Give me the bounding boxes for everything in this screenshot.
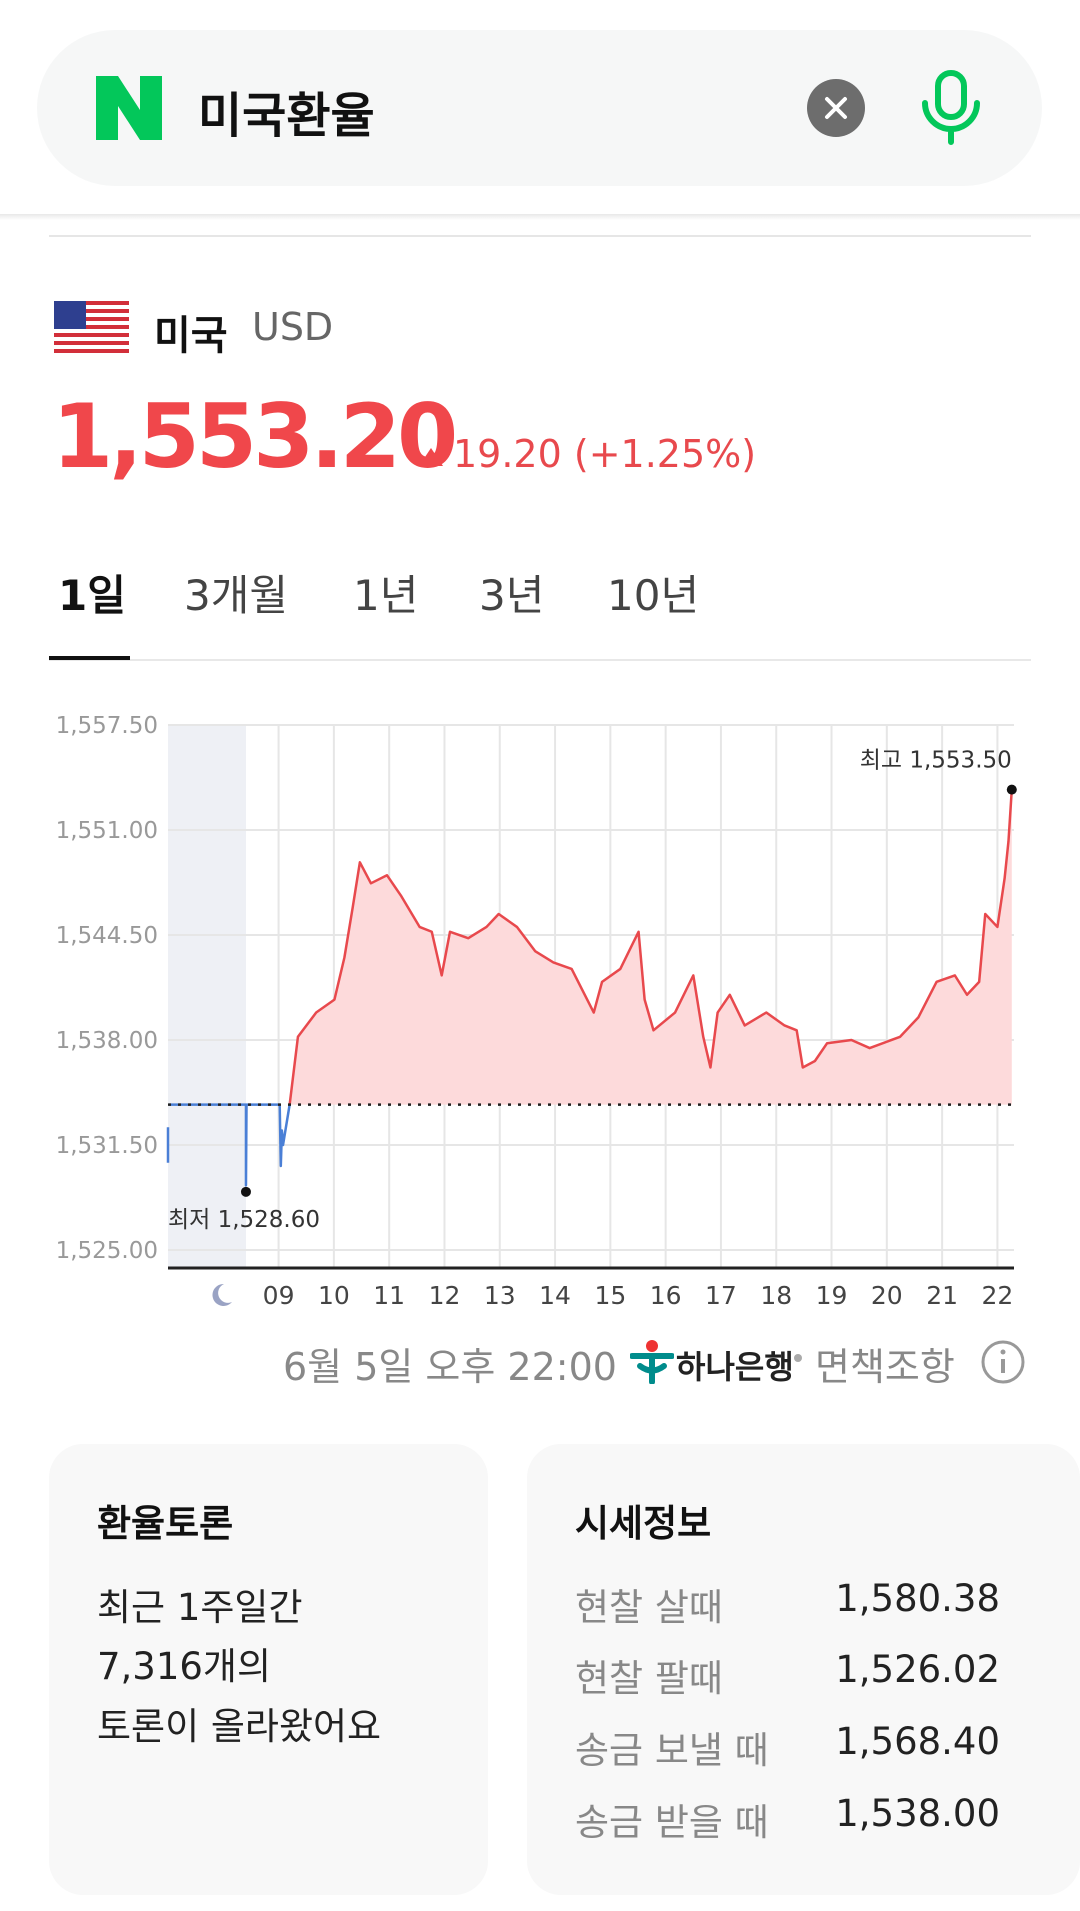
- discussion-card[interactable]: [49, 1444, 488, 1895]
- x-tick-label: 19: [816, 1281, 848, 1310]
- clear-button[interactable]: [806, 78, 866, 138]
- card-text: 7,316개의: [97, 1645, 272, 1688]
- us-flag: [54, 301, 129, 353]
- naver-logo[interactable]: [96, 76, 162, 140]
- update-time: 6월 5일 오후 22:00: [283, 1345, 617, 1389]
- y-tick-label: 1,525.00: [56, 1238, 158, 1264]
- y-tick-label: 1,544.50: [56, 923, 158, 949]
- card-text: 토론이 올라왔어요: [97, 1705, 382, 1748]
- currency-code: USD: [252, 305, 334, 349]
- x-tick-label: 18: [760, 1281, 792, 1310]
- y-tick-label: 1,557.50: [56, 713, 158, 739]
- tab[interactable]: 3년: [479, 571, 545, 620]
- extreme-point: [1006, 784, 1017, 795]
- x-tick-label: 14: [539, 1281, 571, 1310]
- y-tick-label: 1,551.00: [56, 818, 158, 844]
- annotation: 최고 1,553.50: [860, 748, 1012, 774]
- x-tick-label: 12: [429, 1281, 461, 1310]
- night-shade: [168, 725, 246, 1268]
- header-shadow: [0, 214, 1080, 220]
- x-tick-label: 13: [484, 1281, 516, 1310]
- price-label: 송금 받을 때: [575, 1801, 769, 1844]
- bank-name: 하나은행: [676, 1348, 794, 1386]
- tab-divider: [49, 659, 1031, 661]
- hana-logo: [630, 1340, 674, 1384]
- up-arrow: [419, 448, 443, 466]
- price-label: 현찰 팔때: [575, 1657, 723, 1700]
- tab[interactable]: 1년: [353, 571, 419, 620]
- card-title: 환율토론: [97, 1502, 234, 1545]
- tab-underline: [49, 656, 130, 660]
- annotation: 최저 1,528.60: [168, 1207, 320, 1233]
- card-text: 최근 1주일간: [97, 1586, 303, 1629]
- line: [288, 789, 1014, 1105]
- x-tick-label: 15: [594, 1281, 626, 1310]
- x-tick-label: 10: [318, 1281, 350, 1310]
- chart: 1,525.00 1,531.50 1,538.00 1,544.50 1,551.00…: [56, 713, 1017, 1310]
- search-query[interactable]: 미국환율: [198, 88, 375, 144]
- area: [289, 789, 1012, 1105]
- price-info-card[interactable]: [527, 1444, 1080, 1895]
- exchange-rate: 1,553.20: [52, 385, 458, 488]
- x-tick-label: 09: [263, 1281, 295, 1310]
- y-tick-label: 1,538.00: [56, 1028, 158, 1054]
- card-title: 시세정보: [575, 1502, 712, 1545]
- x-tick-label: 22: [982, 1281, 1014, 1310]
- country-name: 미국: [154, 313, 228, 359]
- info-icon[interactable]: [980, 1339, 1026, 1385]
- tab[interactable]: 10년: [607, 571, 700, 620]
- x-tick-label: 17: [705, 1281, 737, 1310]
- moon-icon: [212, 1283, 232, 1306]
- rate-change: 19.20 (+1.25%): [453, 432, 757, 476]
- x-tick-label: 16: [650, 1281, 682, 1310]
- search-bar[interactable]: [37, 30, 1042, 186]
- x-tick-label: 20: [871, 1281, 903, 1310]
- tab-selected[interactable]: 1일: [58, 571, 126, 620]
- price-value: 1,580.38: [835, 1577, 1000, 1620]
- tab[interactable]: 3개월: [184, 571, 289, 620]
- separator-dot: [794, 1354, 802, 1362]
- price-value: 1,538.00: [835, 1792, 1000, 1835]
- divider: [49, 235, 1031, 237]
- price-label: 송금 보낼 때: [575, 1729, 769, 1772]
- voice-search[interactable]: [918, 70, 984, 146]
- price-value: 1,526.02: [835, 1648, 1000, 1691]
- extreme-point: [240, 1186, 251, 1197]
- x-tick-label: 11: [373, 1281, 405, 1310]
- x-tick-label: 21: [926, 1281, 958, 1310]
- y-tick-label: 1,531.50: [56, 1133, 158, 1159]
- disclaimer[interactable]: 면책조항: [815, 1345, 955, 1389]
- price-value: 1,568.40: [835, 1720, 1000, 1763]
- price-label: 현찰 살때: [575, 1586, 723, 1629]
